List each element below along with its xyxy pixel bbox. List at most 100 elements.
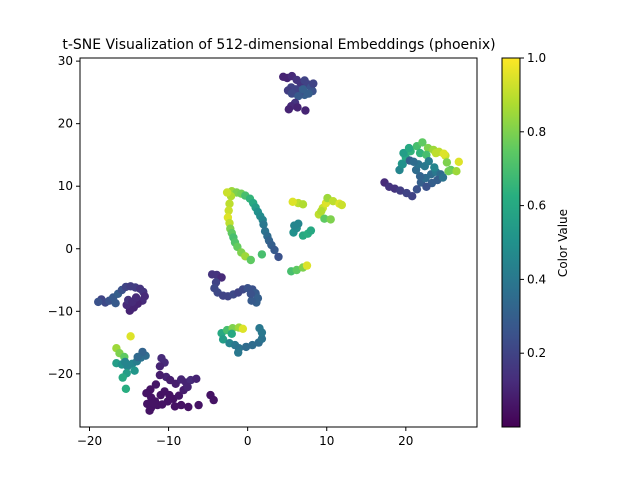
x-tick-label: 0 [244, 434, 252, 448]
cluster-bottom-left [142, 354, 218, 415]
x-tick-label: −10 [156, 434, 181, 448]
scatter-point [287, 89, 297, 98]
y-tick-label: 20 [58, 117, 73, 131]
scatter-point [149, 399, 158, 408]
cluster-center-arc [222, 187, 283, 265]
scatter-point [241, 342, 251, 352]
scatter-point [247, 296, 256, 305]
colorbar-tick-label: 0.8 [527, 125, 546, 139]
y-tick-label: −20 [48, 367, 73, 381]
y-tick-label: −10 [48, 304, 73, 318]
scatter-point [227, 329, 236, 338]
scatter-point [118, 373, 127, 382]
scatter-point [121, 384, 131, 393]
x-tick-label: 20 [398, 434, 413, 448]
colorbar [501, 57, 521, 428]
x-tick-label: −20 [77, 434, 102, 448]
scatter-point [288, 197, 297, 206]
scatter-point [399, 148, 408, 158]
scatter-point [248, 340, 257, 350]
scatter-point [111, 299, 120, 308]
scatter-points [94, 71, 463, 415]
colorbar-ticks: 0.2 0.4 0.6 0.8 1.0 [520, 51, 546, 360]
scatter-point [290, 221, 299, 230]
scatter-point [246, 255, 255, 265]
cluster-lower-left [112, 332, 150, 393]
scatter-point [284, 105, 293, 114]
scatter-point [238, 324, 248, 333]
scatter-point [274, 252, 283, 262]
y-tick-label: 30 [58, 54, 73, 68]
scatter-point [224, 206, 233, 215]
scatter-point [234, 348, 243, 357]
scatter-point [306, 226, 316, 235]
scatter-point [292, 265, 301, 275]
scatter-point [184, 402, 193, 412]
cluster-top-right-lower [380, 156, 448, 201]
colorbar-label: Color Value [556, 209, 570, 277]
scatter-point [183, 382, 192, 392]
scatter-point [444, 167, 453, 176]
scatter-point [255, 324, 264, 333]
scatter-point [439, 149, 448, 158]
scatter-point [301, 106, 310, 115]
scatter-point [133, 352, 142, 362]
cluster-center-small-upper [207, 270, 263, 307]
scatter-point [194, 400, 203, 410]
scatter-point [298, 200, 308, 209]
scatter-point [442, 158, 452, 167]
scatter-point [259, 220, 268, 229]
scatter-point [174, 391, 184, 400]
scatter-point [438, 173, 448, 182]
scatter-point [409, 157, 418, 166]
scatter-point [177, 400, 186, 410]
scatter-point [155, 362, 165, 371]
scatter-point [131, 293, 141, 302]
y-tick-label: 10 [58, 179, 73, 193]
scatter-point [337, 200, 346, 210]
y-axis: −20 −10 0 10 20 30 [48, 54, 80, 381]
scatter-point [217, 273, 226, 282]
chart-title: t-SNE Visualization of 512-dimensional E… [62, 37, 495, 53]
scatter-point [222, 188, 232, 197]
scatter-point [408, 192, 417, 201]
scatter-point [398, 160, 407, 169]
scatter-point [163, 397, 172, 406]
scatter-point [145, 406, 154, 415]
scatter-point [415, 172, 425, 181]
cluster-top-right-upper [395, 138, 463, 176]
scatter-point [155, 370, 165, 380]
scatter-point [309, 79, 318, 88]
scatter-point [257, 250, 267, 259]
scatter-point [130, 366, 139, 375]
colorbar-tick-label: 0.6 [527, 199, 546, 213]
scatter-point [218, 335, 228, 344]
scatter-point [151, 380, 161, 389]
scatter-point [328, 197, 338, 206]
colorbar-tick-label: 0.4 [527, 272, 546, 286]
scatter-point [120, 357, 130, 367]
scatter-point [418, 138, 427, 147]
x-axis: −20 −10 0 10 20 [77, 427, 413, 448]
colorbar-tick-label: 0.2 [527, 346, 546, 360]
scatter-point [270, 245, 279, 255]
scatter-point [415, 148, 425, 158]
scatter-point [246, 289, 255, 298]
scatter-point [209, 395, 218, 405]
scatter-point [294, 92, 303, 101]
scatter-point [431, 148, 441, 158]
scatter-point [454, 157, 463, 166]
scatter-point [257, 334, 267, 343]
x-tick-label: 10 [319, 434, 334, 448]
scatter-point [94, 297, 103, 307]
scatter-point [192, 374, 201, 383]
scatter-point [326, 215, 335, 224]
scatter-point [404, 143, 414, 153]
scatter-point [412, 185, 422, 194]
y-tick-label: 0 [65, 242, 73, 256]
scatter-point [424, 157, 433, 166]
scatter-point [430, 163, 439, 172]
cluster-center-small-lower [217, 323, 267, 357]
scatter-point [396, 186, 405, 195]
